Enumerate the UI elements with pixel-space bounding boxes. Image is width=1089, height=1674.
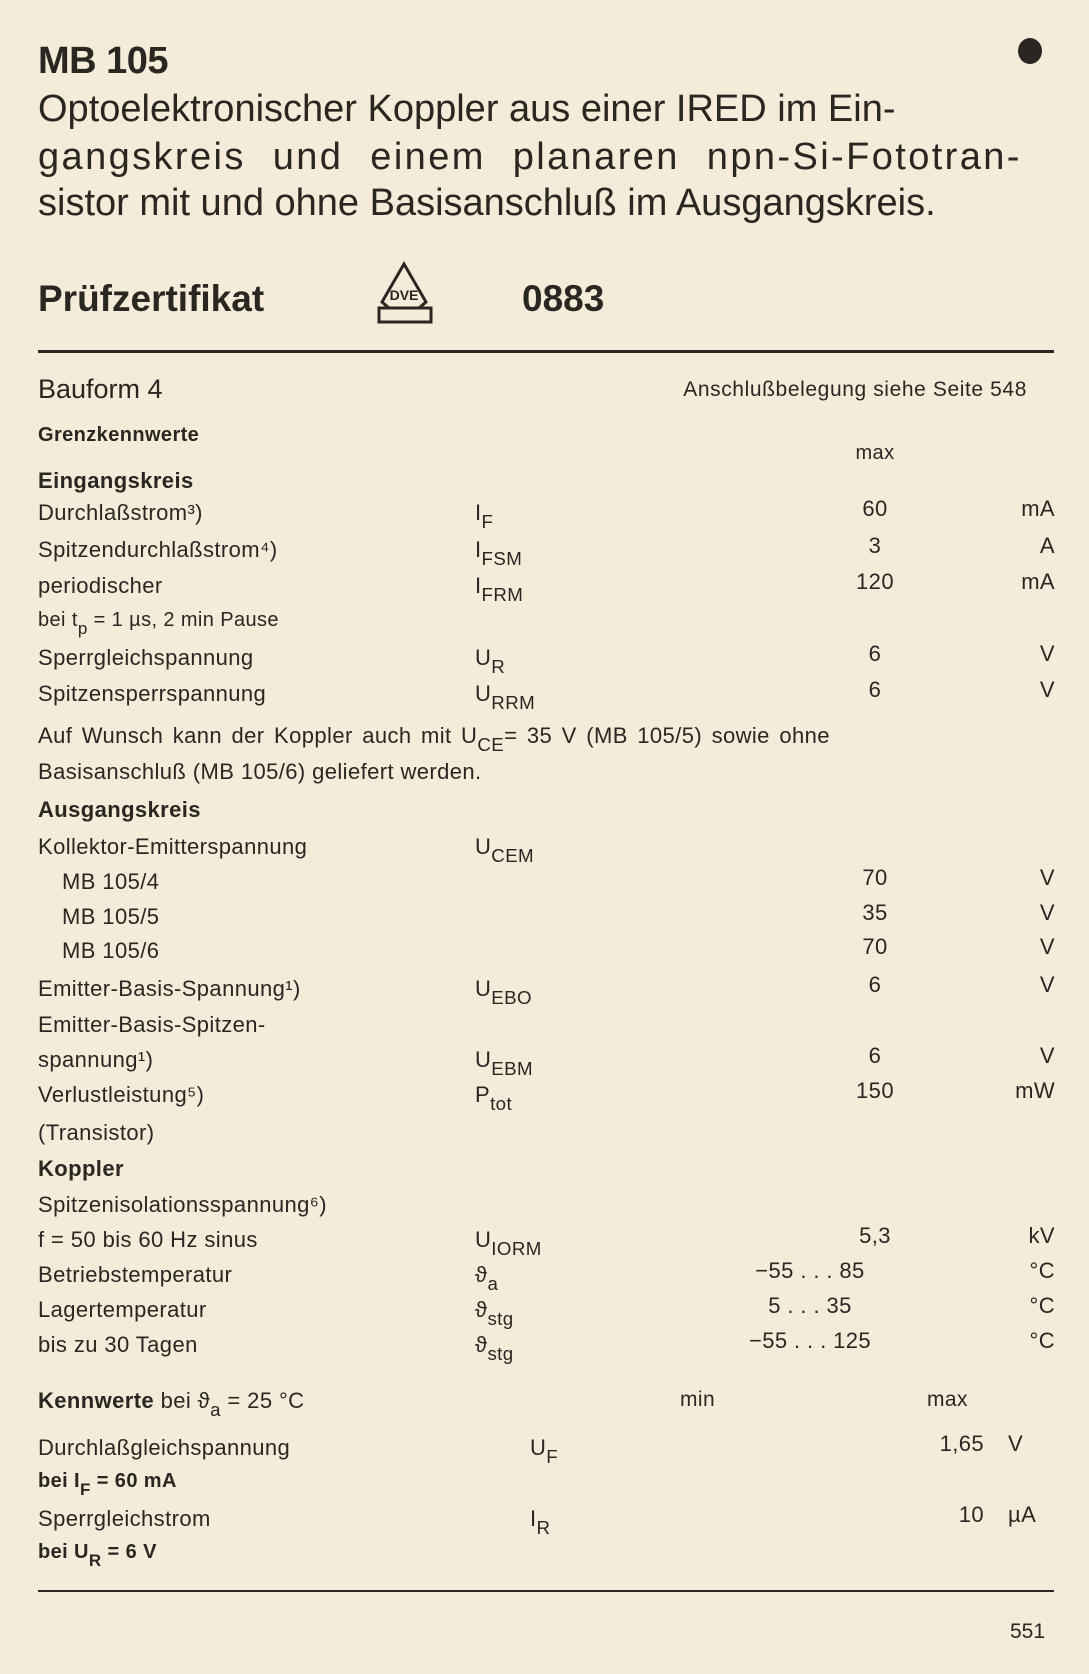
limit-value: 5,3 [859,1223,891,1248]
limit-label: bei tp = 1 µs, 2 min Pause [38,609,279,638]
limit-unit: A [1039,533,1055,558]
limit-unit: mW [1015,1078,1055,1103]
min-header: min [680,1388,716,1411]
limit-symbol: IF [475,500,494,533]
limit-unit: V [1039,677,1055,702]
limit-symbol: UR [475,645,506,678]
limit-label: Auf Wunsch kann der Koppler auch mit UCE… [38,723,830,756]
characteristic-label: bei UR = 6 V [38,1541,157,1570]
limit-value: 6 [868,1043,882,1068]
limit-label: Lagertemperatur [38,1297,207,1322]
limit-value: 3 [868,533,882,558]
characteristic-symbol: UF [530,1435,559,1468]
characteristics-heading-bold: Kennwerte [38,1388,155,1413]
limit-value: 150 [856,1078,894,1103]
device-title: MB 105 [38,40,169,82]
certificate-label: Prüfzertifikat [38,278,265,319]
limit-unit: V [1039,972,1055,997]
limit-value: 70 [862,865,888,890]
pinout-note: Anschlußbelegung siehe Seite 548 [683,378,1027,401]
characteristic-label: Durchlaßgleichspannung [38,1435,291,1460]
limit-label: Ausgangskreis [38,797,201,822]
limits-max-header: max [855,442,895,464]
description-line-2: gangskreis und einem planaren npn-Si-Fot… [38,136,1022,178]
limit-unit: V [1039,865,1055,890]
limit-unit: V [1039,1043,1055,1068]
limit-label: f = 50 bis 60 Hz sinus [38,1227,258,1252]
limit-symbol: ϑa [475,1262,499,1295]
limit-label: Verlustleistung⁵) [38,1082,205,1107]
limit-unit: °C [1029,1328,1055,1353]
limit-unit: mA [1021,569,1055,594]
limit-label: Eingangskreis [38,468,194,493]
limit-unit: V [1039,641,1055,666]
limit-unit: °C [1029,1258,1055,1283]
characteristic-symbol: IR [530,1506,551,1539]
limit-symbol: Ptot [475,1082,513,1115]
limit-value: 70 [862,934,888,959]
limit-symbol: UCEM [475,834,535,867]
characteristic-max-value: 1,65 [939,1431,984,1456]
limit-unit: V [1039,900,1055,925]
limit-label: Emitter-Basis-Spitzen- [38,1012,266,1037]
svg-text:DVE: DVE [390,287,419,303]
limit-unit: V [1039,934,1055,959]
limit-label: Spitzensperrspannung [38,681,267,706]
limit-symbol: UEBO [475,976,532,1009]
limit-value: 120 [856,569,894,594]
characteristic-max-value: 10 [958,1502,984,1527]
limit-label: Sperrgleichspannung [38,645,254,670]
registered-mark-dot [1018,38,1042,64]
limit-label: bis zu 30 Tagen [38,1332,198,1357]
limit-symbol: ϑstg [475,1332,514,1365]
limit-value: −55 . . . 85 [755,1258,865,1283]
limit-value: 5 . . . 35 [768,1293,852,1318]
limits-heading: Grenzkennwerte [38,424,200,446]
limit-label: MB 105/6 [62,938,160,963]
limit-label: Betriebstemperatur [38,1262,233,1287]
limit-label: Spitzendurchlaßstrom⁴) [38,537,278,562]
limit-symbol: URRM [475,681,536,714]
limit-label: Koppler [38,1156,124,1181]
limit-label: Basisanschluß (MB 105/6) geliefert werde… [38,759,482,784]
limit-symbol: UIORM [475,1227,542,1260]
description-line-1: Optoelektronischer Koppler aus einer IRE… [38,88,896,130]
characteristic-unit: V [1008,1431,1024,1456]
limit-value: 6 [868,677,882,702]
characteristics-heading: Kennwerte bei ϑa = 25 °C [38,1388,305,1421]
description-line-3: sistor mit und ohne Basisanschluß im Aus… [38,182,936,224]
limit-symbol: IFRM [475,573,524,606]
limit-label: Emitter-Basis-Spannung¹) [38,976,301,1001]
characteristic-label: bei IF = 60 mA [38,1470,177,1499]
limit-label: spannung¹) [38,1047,154,1072]
limit-symbol: IFSM [475,537,523,570]
dve-logo-icon: DVE [364,260,444,334]
characteristic-unit: µA [1008,1502,1037,1527]
limit-label: Spitzenisolationsspannung⁶) [38,1192,327,1217]
characteristics-heading-condition: bei ϑa = 25 °C [160,1388,305,1421]
limit-label: Durchlaßstrom³) [38,500,203,525]
limit-symbol: ϑstg [475,1297,514,1330]
bottom-rule [38,1590,1054,1592]
limit-value: 35 [862,900,888,925]
limit-unit: °C [1029,1293,1055,1318]
package-type: Bauform 4 [38,374,163,404]
max-header: max [927,1388,968,1411]
characteristic-label: Sperrgleichstrom [38,1506,211,1531]
limit-value: 60 [862,496,888,521]
limit-label: MB 105/5 [62,904,160,929]
top-rule [38,350,1054,353]
limit-value: 6 [868,641,882,666]
limit-unit: mA [1021,496,1055,521]
limit-value: −55 . . . 125 [748,1328,871,1353]
page-number: 551 [1010,1620,1046,1643]
limit-label: periodischer [38,573,163,598]
limit-value: 6 [868,972,882,997]
limit-label: (Transistor) [38,1120,155,1145]
certificate-number: 0883 [522,278,605,319]
limit-label: MB 105/4 [62,869,160,894]
limit-label: Kollektor-Emitterspannung [38,834,308,859]
limit-symbol: UEBM [475,1047,533,1080]
limit-unit: kV [1028,1223,1055,1248]
